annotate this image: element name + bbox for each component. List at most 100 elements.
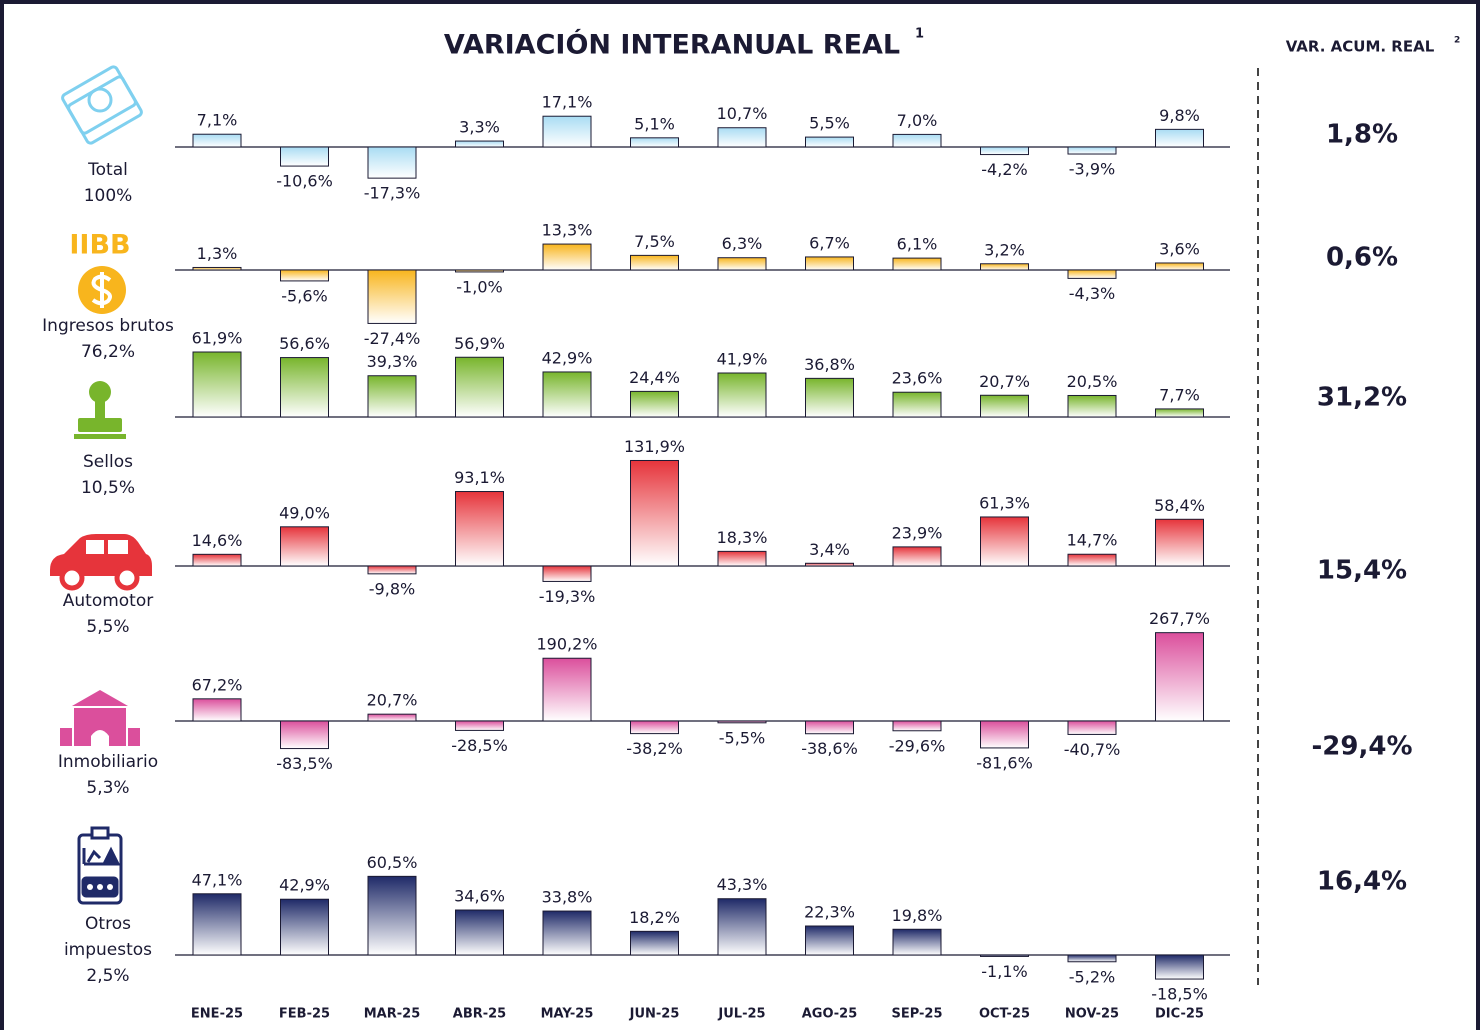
accumulated: 31,2% [1317,383,1407,413]
value-label: -4,2% [981,160,1027,179]
value-label: 3,6% [1159,239,1200,258]
value-label: 39,3% [367,352,418,371]
bar [630,720,679,735]
value-label: 267,7% [1149,609,1210,628]
value-label: -40,7% [1064,740,1121,759]
value-label: 6,1% [897,235,938,254]
bar [717,898,767,956]
bar [717,257,767,271]
value-label: 3,2% [984,240,1025,259]
bar [455,720,504,731]
side-note: 2 [1454,36,1460,46]
accumulated: 1,8% [1326,120,1398,150]
bar [630,459,679,567]
bar [892,546,942,567]
value-label: -81,6% [976,753,1033,772]
bar [455,356,504,418]
value-label: 23,6% [892,369,943,388]
value-label: -18,5% [1151,985,1208,1004]
value-label: 10,7% [717,104,768,123]
value-label: 13,3% [542,221,593,240]
bar [717,127,767,148]
x-tick-label: JUN-25 [629,1007,680,1022]
value-label: -9,8% [369,579,415,598]
value-label: 93,1% [454,468,505,487]
bar [1155,128,1204,148]
bar [630,254,679,271]
value-label: -5,2% [1069,967,1115,986]
value-label: 36,8% [804,355,855,374]
value-label: 6,7% [809,233,850,252]
bar [805,377,854,418]
accumulated: 15,4% [1317,556,1407,586]
value-label: 17,1% [542,93,593,112]
series-share: 2,5% [86,966,130,986]
bar [980,954,1029,957]
value-label: 49,0% [279,503,330,522]
value-label: -28,5% [451,736,508,755]
bar [367,713,417,722]
x-tick-label: SEP-25 [891,1007,942,1022]
value-label: 56,6% [279,334,330,353]
value-label: -1,0% [456,277,502,296]
bar [1067,720,1117,735]
value-label: -19,3% [539,587,596,606]
value-label: 1,3% [197,244,238,263]
bar [805,562,854,567]
bar [280,720,329,750]
bar [1155,632,1204,722]
bar [1155,408,1204,418]
value-label: 42,9% [542,348,593,367]
value-label: 14,7% [1067,531,1118,550]
value-label: 20,7% [979,372,1030,391]
series-share: 10,5% [80,478,135,498]
bar [892,257,942,271]
bar [630,930,679,956]
bar [892,391,942,418]
value-label: -3,9% [1069,160,1115,179]
chart-title: VARIACIÓN INTERANUAL REAL [444,29,900,61]
bar [542,910,592,956]
bar [717,372,767,418]
bar [805,720,854,735]
series-share: 100% [83,186,133,206]
value-label: 23,9% [892,523,943,542]
bar [892,133,942,148]
x-tick-label: DIC-25 [1155,1007,1204,1022]
bar [367,875,417,956]
value-label: 20,5% [1067,372,1118,391]
bar [192,133,242,148]
x-tick-label: ENE-25 [191,1007,243,1022]
x-tick-label: NOV-25 [1065,1007,1119,1022]
icon-money [61,65,143,145]
bar [455,269,504,273]
x-tick-label: AGO-25 [802,1007,858,1022]
bar [1155,954,1204,980]
value-label: 7,0% [897,111,938,130]
bar [980,263,1029,271]
value-label: -17,3% [364,184,421,203]
value-label: -29,6% [889,736,946,755]
series-name: Automotor [62,591,154,611]
x-tick-label: ABR-25 [453,1007,506,1022]
series-name: Sellos [83,452,133,472]
bar [980,394,1029,418]
bar [805,256,854,271]
bar [892,720,942,732]
bar [455,909,504,956]
bar [542,371,592,418]
bar [1067,553,1117,567]
bar [367,269,417,324]
value-label: 14,6% [192,531,243,550]
bar [980,146,1029,156]
bar [1067,269,1117,279]
value-label: 7,7% [1159,385,1200,404]
value-label: -27,4% [364,329,421,348]
series-name: Ingresos brutos [42,316,174,336]
value-label: 18,2% [629,908,680,927]
bar [805,925,854,956]
x-tick-label: FEB-25 [279,1007,330,1022]
bar [542,657,592,722]
bar [192,266,242,271]
